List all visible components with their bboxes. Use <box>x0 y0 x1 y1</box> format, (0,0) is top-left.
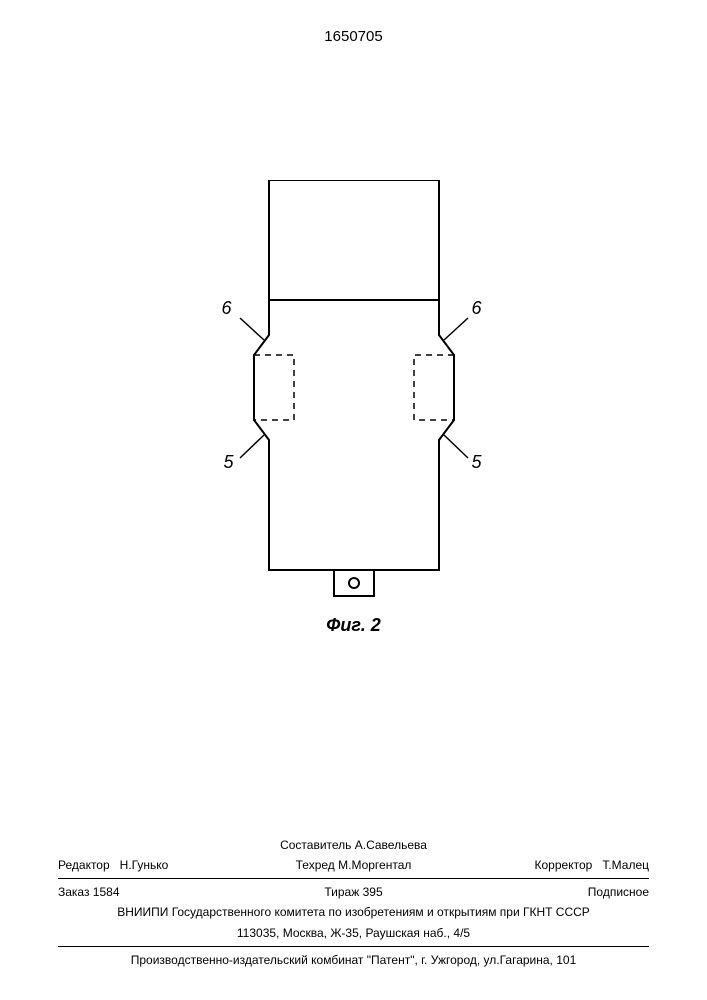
leader-6-left <box>240 318 264 340</box>
corrector-label: Корректор <box>535 858 593 872</box>
label-5-left: 5 <box>224 452 234 473</box>
tirazh-cell: Тираж 395 <box>255 884 452 900</box>
figure-svg <box>214 180 494 610</box>
figure-caption: Фиг. 2 <box>326 615 380 636</box>
label-6-right: 6 <box>472 298 482 319</box>
label-5-right: 5 <box>472 452 482 473</box>
podpisnoe-cell: Подписное <box>452 884 649 900</box>
editor-name: Н.Гунько <box>120 858 169 872</box>
document-number: 1650705 <box>324 28 382 45</box>
techred-cell: Техред М.Моргентал <box>255 857 452 873</box>
corrector-cell: Корректор Т.Малец <box>452 857 649 873</box>
editor-label: Редактор <box>58 858 110 872</box>
compiler-text: Составитель А.Савельева <box>280 837 427 853</box>
figure-2: 6 6 5 5 <box>214 180 494 630</box>
main-body <box>254 300 454 570</box>
editor-cell: Редактор Н.Гунько <box>58 857 255 873</box>
org-line1: ВНИИПИ Государственного комитета по изоб… <box>117 904 590 920</box>
footer: Составитель А.Савельева Редактор Н.Гуньк… <box>58 835 649 970</box>
order-cell: Заказ 1584 <box>58 884 255 900</box>
printer-line: Производственно-издательский комбинат "П… <box>131 952 577 968</box>
foot-hole-icon <box>349 578 359 588</box>
dashed-right <box>414 355 454 420</box>
corrector-name: Т.Малец <box>602 858 649 872</box>
divider-1 <box>58 878 649 879</box>
dashed-left <box>254 355 294 420</box>
label-6-left: 6 <box>222 298 232 319</box>
org-line2: 113035, Москва, Ж-35, Раушская наб., 4/5 <box>237 925 470 941</box>
leader-5-left <box>240 435 264 458</box>
leader-6-right <box>444 318 468 340</box>
foot-block <box>334 570 374 596</box>
top-block <box>269 180 439 300</box>
leader-5-right <box>444 435 468 458</box>
divider-2 <box>58 946 649 947</box>
